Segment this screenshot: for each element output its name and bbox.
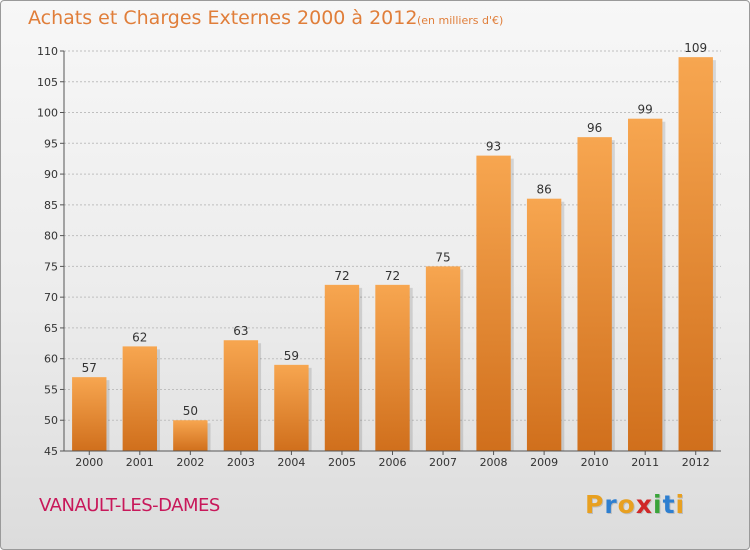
- bar: [678, 57, 713, 452]
- x-tick-label: 2004: [277, 456, 305, 469]
- bar: [122, 346, 157, 451]
- x-tick-label: 2003: [227, 456, 255, 469]
- y-tick-label: 45: [44, 445, 58, 458]
- y-tick-label: 100: [37, 107, 58, 120]
- y-tick-label: 50: [44, 414, 58, 427]
- labels: 45 50 55 60 65 70 75 80 85 90 95 100 105 110 57 2000 62 2…: [37, 41, 710, 469]
- logo-letter: t: [662, 490, 676, 519]
- data-label: 59: [284, 349, 299, 363]
- y-tick-label: 105: [37, 76, 58, 89]
- axes: [60, 50, 721, 455]
- chart-subtitle: (en milliers d'€): [417, 14, 504, 27]
- bar: [577, 137, 612, 451]
- y-tick-label: 55: [44, 383, 58, 396]
- data-label: 63: [233, 324, 248, 338]
- x-tick-label: 2005: [328, 456, 356, 469]
- x-tick-label: 2011: [631, 456, 659, 469]
- data-label: 50: [183, 404, 198, 418]
- bar: [173, 420, 208, 451]
- bar: [425, 266, 461, 451]
- bar: [223, 340, 259, 451]
- x-tick-label: 2007: [429, 456, 457, 469]
- bar: [72, 377, 107, 451]
- x-tick-label: 2000: [75, 456, 103, 469]
- y-tick-label: 65: [44, 322, 58, 335]
- y-tick-label: 110: [37, 45, 58, 58]
- bar: [274, 364, 309, 451]
- data-label: 57: [82, 361, 97, 375]
- x-tick-label: 2010: [581, 456, 609, 469]
- data-label: 96: [587, 121, 602, 135]
- y-tick-label: 85: [44, 199, 58, 212]
- bar: [375, 284, 410, 451]
- bar: [476, 155, 511, 451]
- logo-letter: i: [653, 490, 663, 519]
- bar: [324, 284, 360, 451]
- x-tick-label: 2008: [480, 456, 508, 469]
- y-tick-label: 95: [44, 137, 58, 150]
- y-tick-label: 90: [44, 168, 58, 181]
- logo-letter: o: [617, 490, 636, 519]
- data-label: 86: [536, 183, 551, 197]
- bar: [628, 118, 663, 451]
- data-label: 72: [334, 269, 349, 283]
- y-tick-label: 75: [44, 260, 58, 273]
- bar: [526, 198, 562, 451]
- proxiti-logo[interactable]: Proxiti: [585, 490, 685, 519]
- bars: [72, 57, 716, 452]
- chart-title: Achats et Charges Externes 2000 à 2012: [28, 7, 418, 29]
- x-tick-label: 2012: [682, 456, 710, 469]
- y-tick-label: 60: [44, 353, 58, 366]
- commune-name: VANAULT-LES-DAMES: [39, 495, 220, 516]
- logo-letter: x: [635, 490, 653, 519]
- x-tick-label: 2009: [530, 456, 558, 469]
- logo-letter: i: [675, 490, 686, 519]
- logo-letter: P: [585, 490, 605, 519]
- data-label: 75: [435, 250, 450, 264]
- x-tick-label: 2002: [176, 456, 204, 469]
- logo-letter: r: [604, 490, 618, 519]
- x-tick-label: 2006: [379, 456, 407, 469]
- data-label: 109: [684, 41, 707, 55]
- data-label: 99: [638, 103, 653, 117]
- data-label: 62: [132, 330, 147, 344]
- data-label: 72: [385, 269, 400, 283]
- y-tick-label: 70: [44, 291, 58, 304]
- y-tick-label: 80: [44, 230, 58, 243]
- data-label: 93: [486, 140, 501, 154]
- x-tick-label: 2001: [126, 456, 154, 469]
